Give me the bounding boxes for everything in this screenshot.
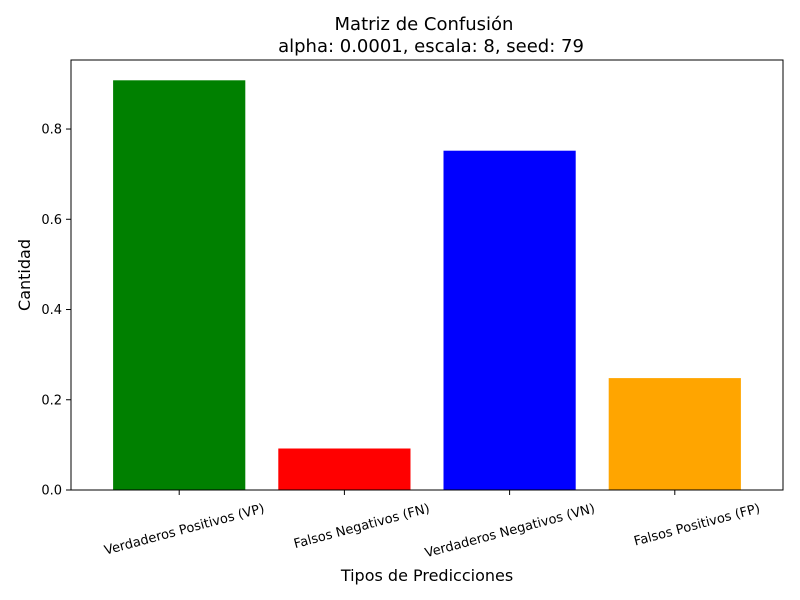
y-axis-label: Cantidad	[15, 239, 34, 311]
x-tick-label: Falsos Positivos (FP)	[632, 501, 761, 549]
y-tick-label: 0.0	[41, 484, 62, 499]
bar-1	[113, 80, 246, 491]
plot-frame	[70, 59, 784, 491]
x-axis-label: Tipos de Predicciones	[340, 566, 513, 585]
x-tick-label: Falsos Negativos (FN)	[292, 501, 431, 552]
bar-2	[278, 448, 411, 490]
y-tick-label: 0.4	[41, 303, 62, 318]
y-axis-ticks: 0.0 0.2 0.4 0.6 0.8	[41, 123, 71, 499]
bar-3	[443, 150, 576, 490]
x-tick-label: Verdaderos Negativos (VN)	[423, 501, 596, 561]
x-axis-ticks: Verdaderos Positivos (VP) Falsos Negativo…	[103, 490, 762, 561]
y-tick-label: 0.2	[41, 393, 62, 408]
chart-subtitle: alpha: 0.0001, escala: 8, seed: 79	[278, 36, 584, 57]
y-tick-label: 0.8	[41, 123, 62, 138]
y-tick-label: 0.6	[41, 213, 62, 228]
chart-title: Matriz de Confusión	[335, 14, 514, 35]
x-tick-label: Verdaderos Positivos (VP)	[103, 501, 267, 558]
bar-4	[608, 378, 741, 490]
bars-group	[113, 80, 741, 491]
